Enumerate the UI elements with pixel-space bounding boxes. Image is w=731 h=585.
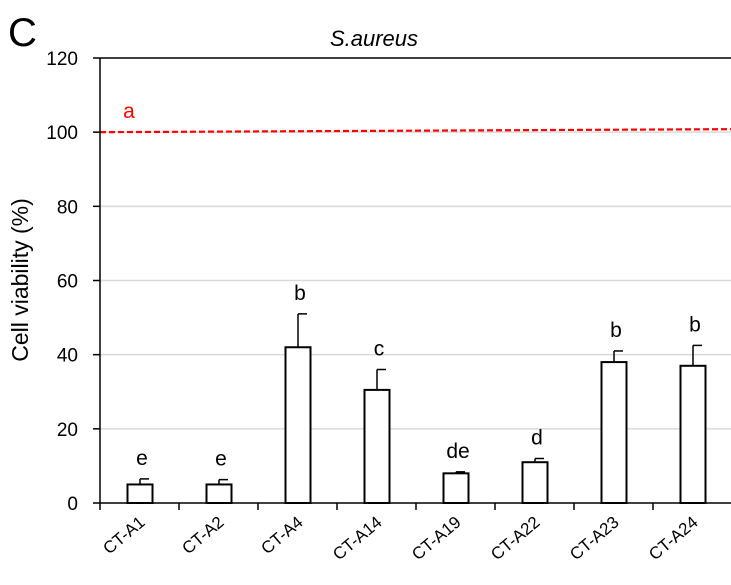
bar — [126, 483, 154, 505]
significance-letter: de — [446, 440, 469, 463]
significance-letter: c — [374, 338, 385, 361]
significance-letter: b — [689, 313, 701, 336]
bar — [205, 483, 233, 505]
chart-title: S.aureus — [330, 26, 418, 51]
bar — [284, 346, 312, 504]
x-tick-label: CT-A19 — [408, 513, 464, 565]
x-tick-label: CT-A4 — [257, 513, 306, 559]
y-axis-label: Cell viability (%) — [7, 198, 33, 362]
bar — [521, 461, 549, 505]
control-reference: a — [99, 100, 731, 134]
y-tick-label: 120 — [46, 49, 78, 70]
significance-letter: b — [294, 282, 306, 305]
x-tick-label: CT-A2 — [178, 513, 227, 559]
y-tick-label: 80 — [57, 197, 78, 218]
x-tick-label: CT-A22 — [487, 513, 543, 565]
x-tick-label: CT-A23 — [566, 513, 622, 565]
x-tick-label: CT-A14 — [329, 513, 385, 565]
y-tick-label: 100 — [46, 123, 78, 144]
significance-letter: e — [136, 447, 148, 470]
y-tick-label: 20 — [57, 420, 78, 441]
gridlines — [100, 131, 731, 430]
y-tick-label: 0 — [67, 494, 78, 515]
x-tick-label: CT-A1 — [99, 513, 148, 559]
panel-letter: C — [8, 11, 37, 55]
y-tick-label: 40 — [57, 346, 78, 367]
bars: e e b c de d b b — [126, 282, 707, 505]
significance-letter: e — [215, 448, 227, 471]
bar — [679, 364, 707, 504]
x-tick-label: CT-A24 — [645, 513, 701, 565]
bar — [442, 472, 470, 505]
significance-letter: b — [610, 319, 622, 342]
control-line — [99, 128, 731, 134]
significance-letter: d — [531, 427, 543, 450]
control-letter: a — [123, 100, 135, 123]
y-tick-label: 60 — [57, 272, 78, 293]
bar — [600, 361, 628, 505]
bar — [363, 388, 391, 505]
